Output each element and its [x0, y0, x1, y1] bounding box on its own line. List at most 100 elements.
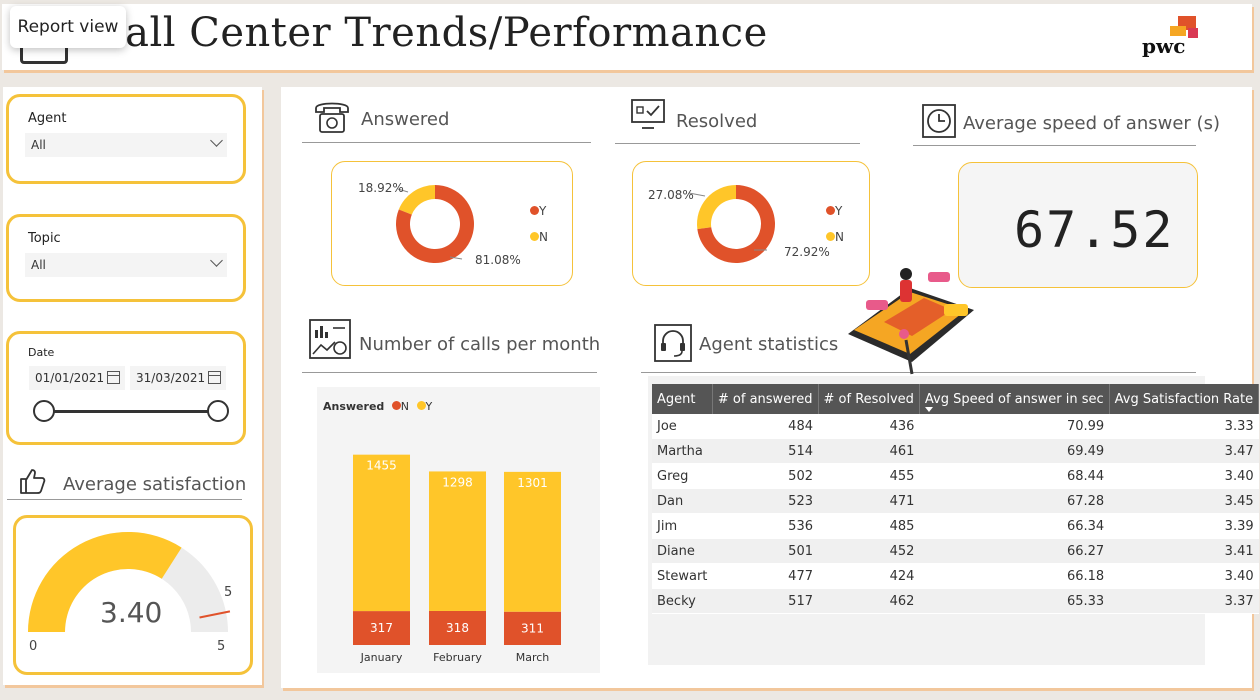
table-row[interactable]: Jim 536 485 66.34 3.39: [652, 513, 1259, 539]
answered-cell: 501: [712, 538, 818, 564]
divider: [913, 145, 1196, 146]
column-header-avg-speed[interactable]: Avg Speed of answer in sec: [919, 384, 1110, 414]
avg-speed-cell: 66.27: [919, 538, 1110, 564]
pwc-logo: [1170, 16, 1198, 38]
answered-cell: 523: [712, 488, 818, 514]
bar-march-y[interactable]: [504, 471, 561, 612]
avg-speed-card: 67.52: [958, 162, 1198, 288]
column-header-answered[interactable]: # of answered: [712, 384, 819, 414]
divider: [641, 372, 1196, 373]
avg-speed-cell: 70.99: [919, 414, 1110, 439]
chevron-down-icon: [210, 254, 223, 267]
thumbs-up-icon: [20, 469, 46, 494]
end-date-input[interactable]: 31/03/2021: [130, 366, 226, 390]
bar-january-n[interactable]: [353, 611, 410, 645]
legend-y-dot: [416, 401, 426, 410]
agent-dropdown[interactable]: All: [25, 133, 227, 157]
end-date-value: 31/03/2021: [136, 371, 206, 385]
agent-name-cell: Becky: [652, 588, 713, 614]
table-row[interactable]: Joe 484 436 70.99 3.33: [652, 414, 1259, 439]
avg-satisfaction-value: 3.40: [100, 596, 163, 629]
calls-per-month-title: Number of calls per month: [359, 334, 601, 355]
resolved-cell: 452: [818, 538, 920, 564]
column-header-satisfaction[interactable]: Avg Satisfaction Rate: [1109, 384, 1260, 414]
start-date-value: 01/01/2021: [35, 371, 105, 385]
resolved-cell: 471: [818, 488, 920, 514]
resolved-card: 27.08% 72.92% Y N: [632, 161, 870, 286]
topic-slicer-label: Topic: [28, 231, 61, 246]
agent-slicer-label: Agent: [28, 111, 67, 126]
satisfaction-cell: 3.40: [1109, 463, 1259, 489]
satisfaction-cell: 3.47: [1109, 438, 1259, 464]
bar-march-n[interactable]: [504, 611, 561, 645]
avg-speed-title: Average speed of answer (s): [963, 113, 1220, 134]
table-header-row: Agent # of answered # of Resolved Avg Sp…: [652, 384, 1260, 414]
resolved-cell: 485: [818, 513, 920, 539]
resolved-monitor-icon: [631, 99, 665, 129]
table-row[interactable]: Martha 514 461 69.49 3.47: [652, 438, 1259, 464]
agent-name-cell: Joe: [652, 414, 713, 439]
agent-name-cell: Diane: [652, 538, 713, 564]
resolved-cell: 461: [818, 438, 920, 464]
answered-cell: 477: [712, 563, 818, 589]
chart-analysis-icon: [309, 319, 351, 359]
agent-statistics-table: Agent # of answered # of Resolved Avg Sp…: [652, 384, 1260, 614]
date-slicer: Date 01/01/2021 31/03/2021: [6, 331, 246, 445]
headset-icon: [654, 324, 692, 362]
data-label: 317: [370, 621, 393, 635]
data-label: 311: [521, 621, 544, 635]
resolved-donut: [688, 185, 775, 263]
resolved-n-pct: 27.08%: [648, 188, 694, 202]
answered-y-slice[interactable]: [396, 185, 474, 263]
resolved-n-slice[interactable]: [697, 185, 736, 230]
call-center-illustration: [848, 268, 974, 375]
gauge-max-label: 5: [217, 639, 226, 654]
gauge-min-label: 0: [29, 639, 38, 654]
resolved-y-pct: 72.92%: [784, 245, 830, 259]
date-range-end-handle[interactable]: [207, 400, 229, 422]
bar-february-n[interactable]: [429, 610, 486, 645]
avg-speed-cell: 69.49: [919, 438, 1110, 464]
calendar-icon[interactable]: [107, 371, 120, 384]
resolved-title: Resolved: [676, 111, 758, 132]
bar-january-y[interactable]: [353, 454, 410, 612]
start-date-input[interactable]: 01/01/2021: [29, 366, 125, 390]
resolved-cell: 462: [818, 588, 920, 614]
calls-per-month-chart: Answered N Y 317 1455 January 318 1298 Februa…: [317, 387, 600, 673]
table-row[interactable]: Diane 501 452 66.27 3.41: [652, 538, 1259, 564]
telephone-icon: [315, 102, 349, 133]
divider: [615, 143, 860, 144]
answered-y-pct: 81.08%: [475, 253, 521, 267]
satisfaction-cell: 3.33: [1109, 414, 1259, 439]
calls-bar-svg: 317 1455 January 318 1298 February 311 1301 Marc…: [353, 454, 561, 664]
answered-title: Answered: [361, 109, 450, 130]
satisfaction-cell: 3.39: [1109, 513, 1259, 539]
satisfaction-cell: 3.45: [1109, 488, 1259, 514]
agent-name-cell: Greg: [652, 463, 713, 489]
table-row[interactable]: Greg 502 455 68.44 3.40: [652, 463, 1259, 489]
date-range-start-handle[interactable]: [33, 400, 55, 422]
satisfaction-cell: 3.40: [1109, 563, 1259, 589]
answered-cell: 517: [712, 588, 818, 614]
report-view-tooltip: Report view: [10, 6, 126, 48]
answered-n-pct: 18.92%: [358, 181, 404, 195]
answered-n-slice[interactable]: [398, 185, 435, 215]
column-header-agent[interactable]: Agent: [652, 384, 713, 414]
x-tick-label: January: [360, 651, 403, 664]
gauge-target-label: 5: [224, 585, 233, 600]
data-label: 318: [446, 621, 469, 635]
answered-donut: [396, 185, 474, 263]
topic-dropdown-value: All: [31, 258, 46, 272]
bar-february-y[interactable]: [429, 471, 486, 611]
table-row[interactable]: Becky 517 462 65.33 3.37: [652, 588, 1259, 614]
resolved-y-slice[interactable]: [697, 185, 775, 263]
agent-name-cell: Jim: [652, 513, 713, 539]
resolved-cell: 436: [818, 414, 920, 439]
table-row[interactable]: Dan 523 471 67.28 3.45: [652, 488, 1259, 514]
data-label: 1298: [442, 475, 473, 489]
table-row[interactable]: Stewart 477 424 66.18 3.40: [652, 563, 1259, 589]
topic-dropdown[interactable]: All: [25, 253, 227, 277]
calendar-icon[interactable]: [208, 371, 221, 384]
column-header-resolved[interactable]: # of Resolved: [818, 384, 920, 414]
answered-legend-n: N: [530, 230, 548, 244]
